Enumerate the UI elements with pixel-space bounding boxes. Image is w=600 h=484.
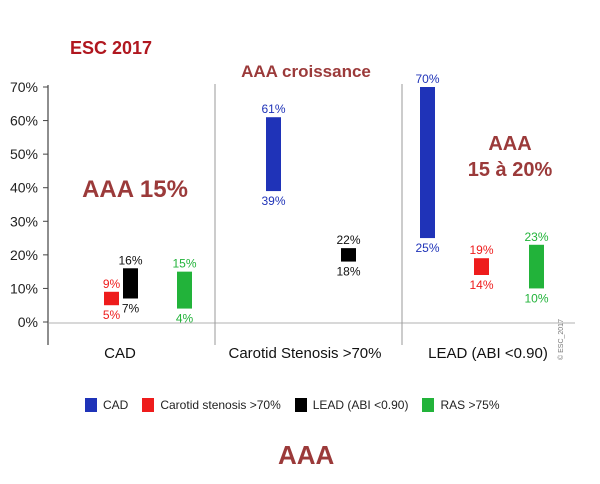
chart-legend: CAD Carotid stenosis >70% LEAD (ABI <0.90)… <box>85 396 514 414</box>
data-label-low: 14% <box>469 278 493 292</box>
data-label-high: 70% <box>415 72 439 86</box>
category-label: LEAD (ABI <0.90) <box>428 345 548 362</box>
legend-item: CAD <box>85 398 128 412</box>
y-tick-label: 40% <box>10 180 38 196</box>
range-bar <box>177 271 192 309</box>
legend-swatch <box>294 398 307 412</box>
range-bar <box>474 258 489 275</box>
data-label-high: 9% <box>103 277 121 291</box>
legend-label: CAD <box>103 398 129 412</box>
copyright-text: © ESC_2017 <box>558 319 565 360</box>
chart-annotation: AAA 15% <box>82 176 188 203</box>
range-bar <box>529 244 544 289</box>
category-label: Carotid Stenosis >70% <box>228 345 381 362</box>
chart-bars <box>104 87 544 309</box>
chart-annotation: 15 à 20% <box>468 159 553 181</box>
legend-label: Carotid stenosis >70% <box>160 398 281 412</box>
data-label-high: 23% <box>524 230 548 244</box>
range-bar <box>104 291 119 306</box>
data-label-low: 25% <box>415 241 439 255</box>
legend-label: RAS >75% <box>440 398 500 412</box>
chart-title: AAA <box>278 440 335 470</box>
data-label-low: 39% <box>261 194 285 208</box>
chart-labels: CAD Carotid Stenosis >70% LEAD (ABI <0.90)… <box>82 62 552 362</box>
data-label-high: 22% <box>336 233 360 247</box>
data-label-low: 7% <box>122 302 140 316</box>
data-label-low: 18% <box>336 265 360 279</box>
event-title: ESC 2017 <box>70 38 153 58</box>
legend-swatch <box>85 398 97 412</box>
category-label: CAD <box>104 345 136 362</box>
y-tick-label: 0% <box>18 314 38 330</box>
data-label-high: 19% <box>469 243 493 257</box>
y-tick-label: 10% <box>10 280 38 296</box>
range-bar <box>420 87 435 239</box>
data-label-high: 61% <box>261 102 285 116</box>
legend-item: LEAD (ABI <0.90) <box>294 398 409 412</box>
range-bar <box>123 268 138 299</box>
legend-label: LEAD (ABI <0.90) <box>312 398 409 412</box>
data-label-low: 10% <box>524 291 548 305</box>
y-tick-label: 60% <box>10 113 38 129</box>
data-label-high: 15% <box>172 257 196 271</box>
chart-axes: 0% 10% 20% 30% 40% 50% 60% 70% <box>10 79 575 345</box>
y-tick-label: 20% <box>10 247 38 263</box>
chart-annotation: AAA croissance <box>241 62 371 81</box>
y-tick-label: 30% <box>10 213 38 229</box>
range-bar <box>341 248 356 262</box>
y-tick-label: 50% <box>10 146 38 162</box>
legend-swatch <box>142 398 155 412</box>
y-tick-label: 70% <box>10 79 38 95</box>
data-label-low: 4% <box>176 312 194 326</box>
legend-swatch <box>422 398 435 412</box>
legend-item: RAS >75% <box>422 398 500 412</box>
range-bar <box>266 117 281 192</box>
legend-item: Carotid stenosis >70% <box>142 398 281 412</box>
data-label-high: 16% <box>118 253 142 267</box>
data-label-low: 5% <box>103 308 121 322</box>
chart-annotation: AAA <box>488 133 531 155</box>
